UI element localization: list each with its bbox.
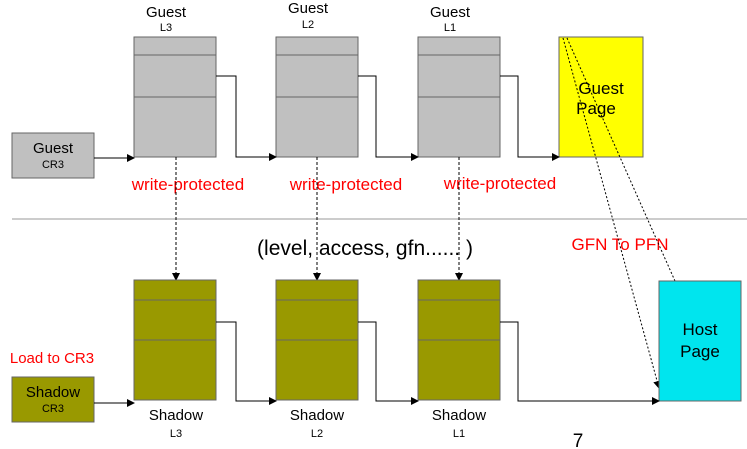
- guest-cr3-box: [11, 132, 95, 179]
- shadow-l2-table: [275, 279, 359, 401]
- guest-l2-table: [275, 36, 359, 158]
- write-protected-l3: write-protected: [131, 175, 244, 194]
- guest-l2-title: Guest: [288, 0, 329, 17]
- arrow-shadow-l1-to-host-page: [500, 321, 660, 405]
- guest-page-label-line1: Guest: [578, 79, 624, 98]
- shadow-cr3-label-line1: Shadow: [26, 384, 80, 401]
- guest-l1-title: Guest: [430, 4, 471, 21]
- shadow-l3-title: Shadow: [149, 407, 203, 424]
- shadow-cr3-box: [11, 376, 95, 423]
- dotted-arrow-gfn-to-pfn-2: [566, 37, 676, 282]
- slide-number: 7: [573, 431, 584, 449]
- guest-cr3-label-line2: CR3: [42, 159, 64, 171]
- shadow-l2-level: L2: [311, 428, 323, 440]
- shadow-l3-level: L3: [170, 428, 182, 440]
- guest-l1-table: [417, 36, 501, 158]
- load-to-cr3-label: Load to CR3: [10, 350, 94, 367]
- shadow-l1-title: Shadow: [432, 407, 486, 424]
- shadow-l3-table: [133, 279, 217, 401]
- shadow-l1-level: L1: [453, 428, 465, 440]
- shadow-l2-title: Shadow: [290, 407, 344, 424]
- arrow-guest-l1-to-page: [500, 75, 560, 161]
- guest-l2-level: L2: [302, 19, 314, 31]
- host-page-label-line2: Page: [680, 342, 720, 361]
- arrow-shadow-l2-to-l1: [358, 321, 419, 405]
- write-protected-l1: write-protected: [443, 174, 556, 193]
- dotted-arrow-gfn-to-pfn-1: [562, 37, 662, 389]
- level-access-gfn-note: (level, access, gfn...... ): [257, 237, 473, 260]
- host-page-label-line1: Host: [683, 320, 718, 339]
- arrow-shadow-l3-to-l2: [216, 321, 277, 405]
- guest-l3-table: [133, 36, 217, 158]
- shadow-l1-table: [417, 279, 501, 401]
- guest-page-label-line2: Page: [576, 99, 616, 118]
- host-page-box: [658, 280, 742, 402]
- guest-page-box: [558, 36, 644, 158]
- guest-l3-title: Guest: [146, 4, 187, 21]
- guest-l1-level: L1: [444, 22, 456, 34]
- arrow-guest-l2-to-l1: [358, 75, 419, 161]
- arrow-guest-l3-to-l2: [216, 75, 277, 161]
- shadow-cr3-label-line2: CR3: [42, 403, 64, 415]
- write-protected-l2: write-protected: [289, 175, 402, 194]
- guest-cr3-label-line1: Guest: [33, 140, 74, 157]
- gfn-to-pfn-label: GFN To PFN: [572, 235, 669, 254]
- guest-l3-level: L3: [160, 22, 172, 34]
